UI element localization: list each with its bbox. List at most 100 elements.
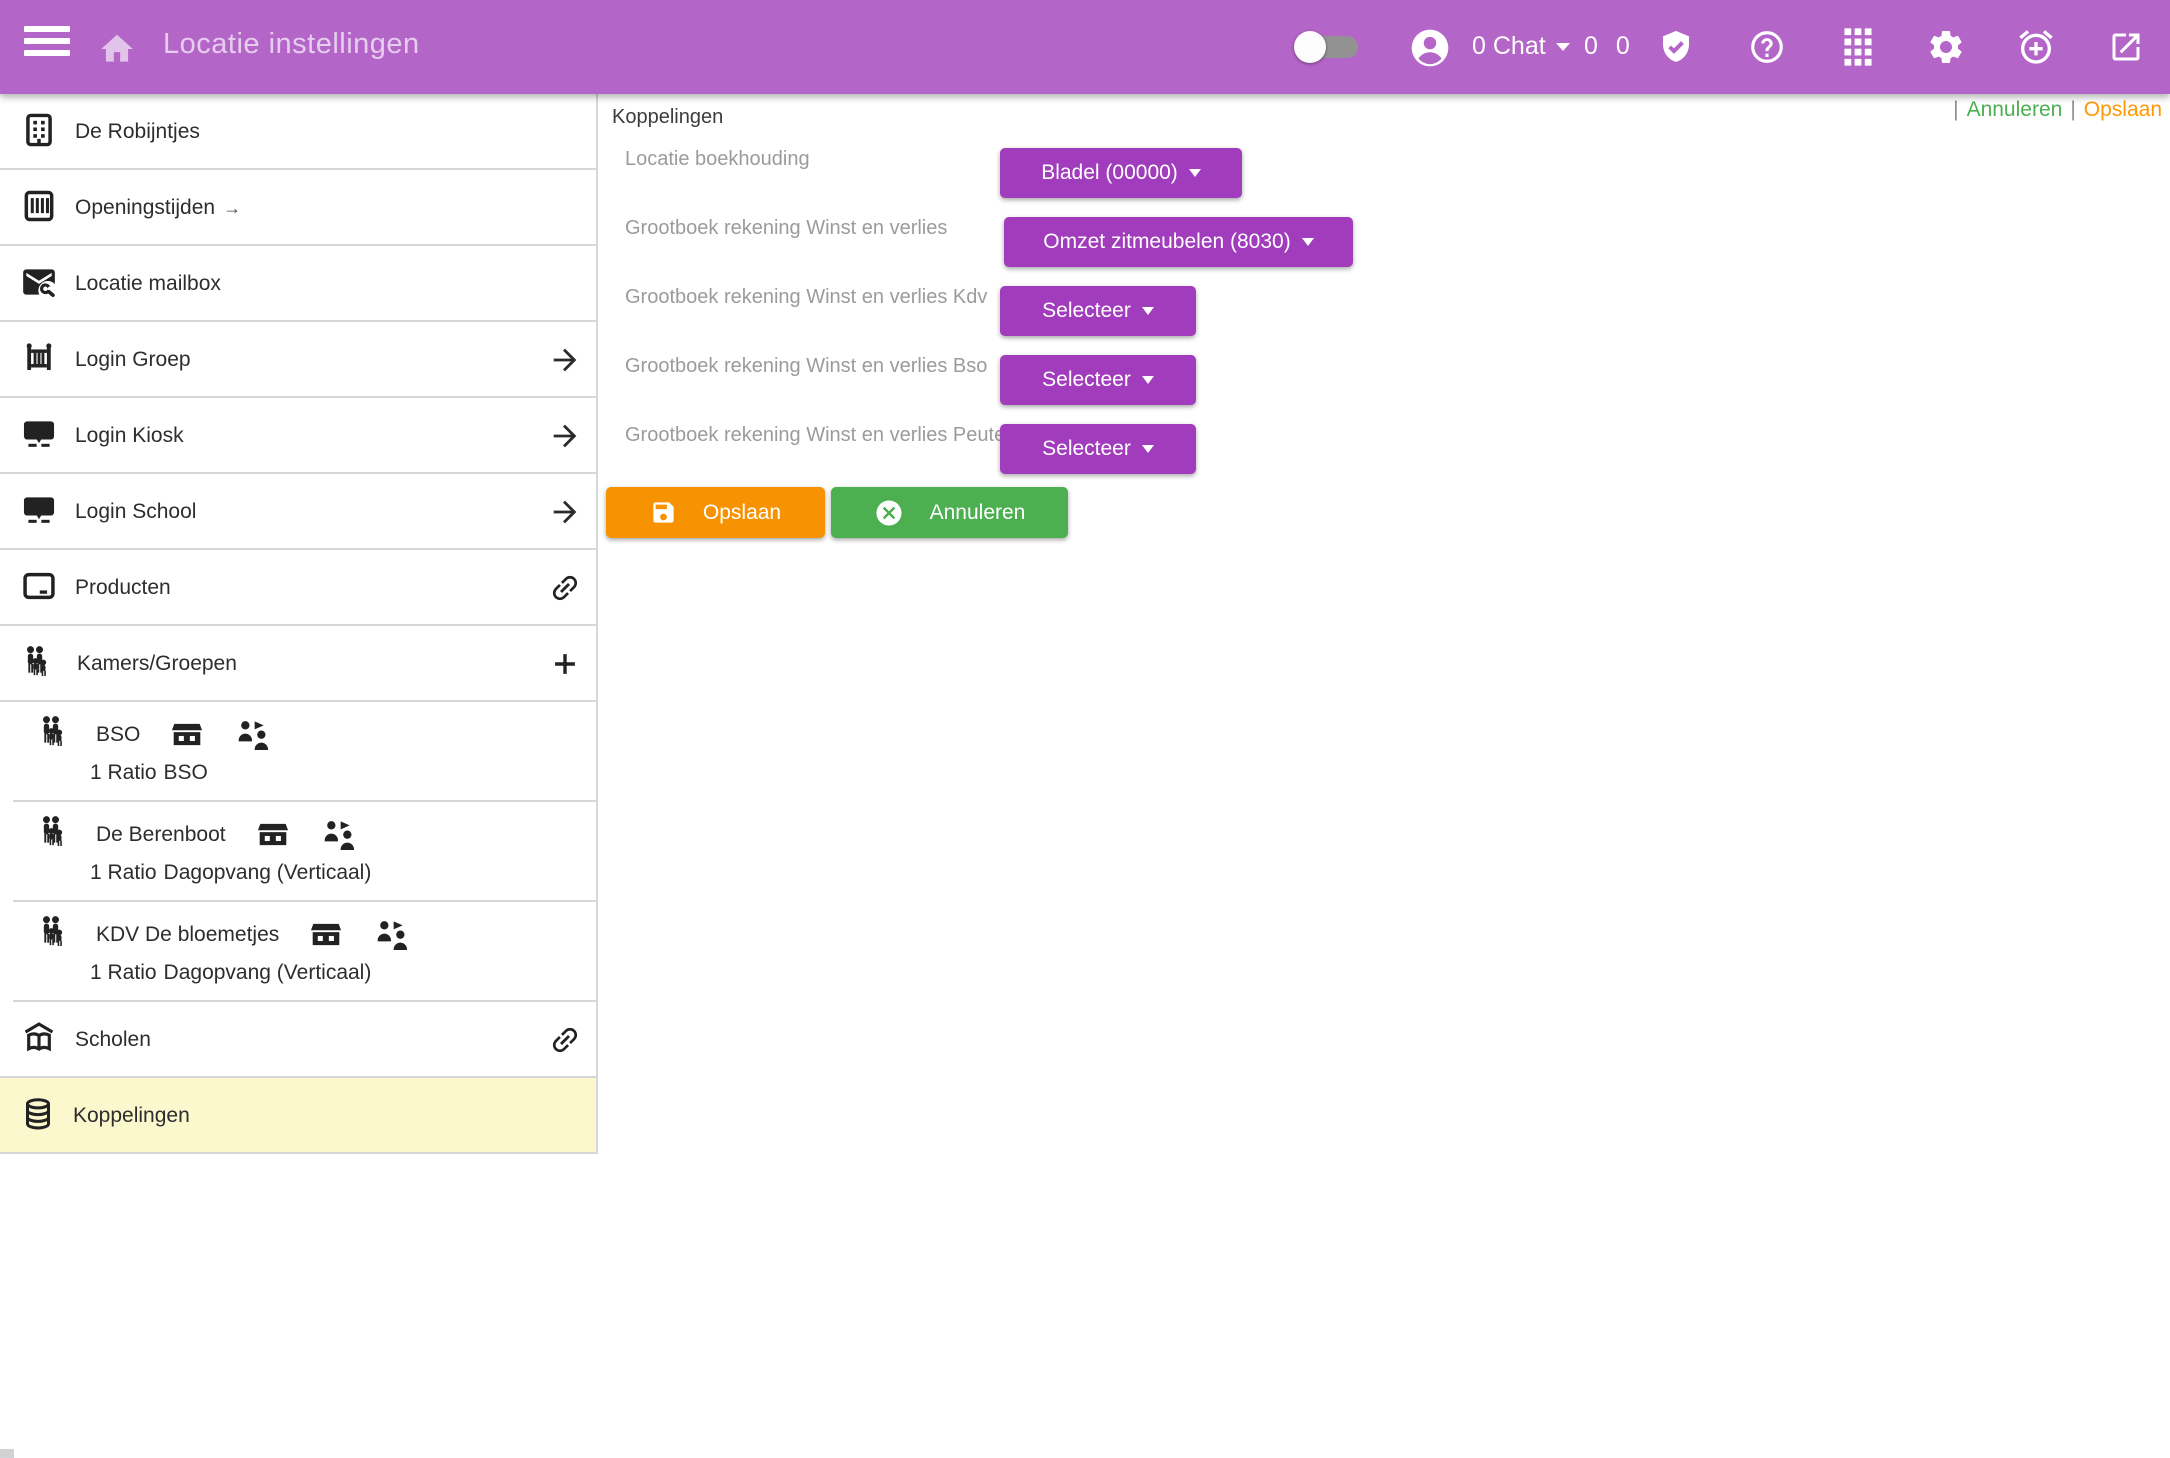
link-icon[interactable] [548, 1023, 582, 1057]
cancel-icon [874, 498, 904, 528]
hamburger-menu-icon[interactable] [24, 26, 70, 68]
cancel-link[interactable]: Annuleren [1966, 98, 2063, 121]
save-link[interactable]: Opslaan [2083, 98, 2162, 121]
sidebar-item-login-groep[interactable]: Login Groep [0, 322, 596, 398]
arrow-right-small-icon: → [223, 197, 242, 218]
chevron-down-icon [1141, 307, 1154, 315]
people-switch-icon[interactable] [373, 915, 413, 955]
section-heading: Koppelingen [612, 106, 724, 128]
dropdown-winst-en-verlies-peuter[interactable]: Selecteer [1000, 424, 1196, 474]
chat-dropdown[interactable]: 0 Chat [1472, 32, 1570, 61]
calendar-icon [20, 187, 58, 230]
shield-check-icon[interactable] [1656, 27, 1696, 67]
notification-counters: 0 0 [1584, 32, 1632, 61]
crib-icon [20, 339, 58, 382]
sidebar-item-kamers-groepen[interactable]: Kamers/Groepen [0, 626, 596, 702]
group-ratio: 1 Ratio Dagopvang (Verticaal) [90, 861, 372, 884]
family-icon [36, 912, 76, 957]
account-icon[interactable] [1408, 26, 1452, 75]
sidebar-item-label: Login Kiosk [75, 424, 184, 447]
chat-count: 0 [1472, 32, 1486, 60]
separator: | [1953, 98, 1959, 121]
group-name: KDV De bloemetjes [96, 922, 280, 946]
corner-artifact [0, 1449, 14, 1458]
desktop-icon [20, 491, 58, 534]
dropdown-locatie-boekhouding[interactable]: Bladel (00000) [1000, 148, 1242, 198]
sidebar-item-label: Login School [75, 500, 197, 523]
group-row-kdv-bloemetjes[interactable]: KDV De bloemetjes 1 Ratio [0, 902, 596, 1002]
group-name: BSO [96, 722, 141, 746]
family-icon [36, 712, 76, 757]
group-name: De Berenboot [96, 822, 226, 846]
counter-right: 0 [1615, 32, 1632, 60]
sidebar-item-label: Login Groep [75, 348, 191, 371]
chevron-down-icon [1555, 42, 1570, 51]
field-label: Grootboek rekening Winst en verlies [625, 217, 948, 239]
alarm-add-icon[interactable] [2016, 27, 2056, 67]
card-icon [20, 567, 58, 610]
field-label: Locatie boekhouding [625, 148, 810, 170]
sidebar-item-label: De Robijntjes [75, 120, 200, 143]
sidebar-item-label: Openingstijden [75, 196, 216, 219]
sidebar-item-label: Koppelingen [73, 1104, 190, 1127]
field-label: Grootboek rekening Winst en verlies Peut… [625, 424, 1012, 446]
chevron-down-icon [1188, 169, 1201, 177]
home-icon[interactable] [98, 30, 136, 73]
app-bar: Locatie instellingen 0 Chat 0 0 [0, 0, 2170, 94]
sidebar-item-label: Locatie mailbox [75, 272, 221, 295]
group-ratio: 1 Ratio Dagopvang (Verticaal) [90, 961, 372, 984]
toggle-switch[interactable] [1294, 31, 1358, 63]
dropdown-winst-en-verlies-kdv[interactable]: Selecteer [1000, 286, 1196, 336]
plus-icon[interactable] [548, 647, 582, 681]
arrow-right-icon[interactable] [548, 343, 582, 377]
apps-grid-icon[interactable] [1838, 27, 1878, 67]
arrow-right-icon[interactable] [548, 495, 582, 529]
sidebar-item-koppelingen[interactable]: Koppelingen [0, 1078, 596, 1154]
gear-icon[interactable] [1926, 27, 1966, 67]
desktop-icon [20, 415, 58, 458]
sidebar-item-label: Producten [75, 576, 171, 599]
sidebar-item-label: Kamers/Groepen [77, 652, 237, 675]
dropdown-winst-en-verlies[interactable]: Omzet zitmeubelen (8030) [1004, 217, 1353, 267]
external-link-icon[interactable] [2106, 27, 2146, 67]
link-icon[interactable] [548, 571, 582, 605]
sidebar-item-producten[interactable]: Producten [0, 550, 596, 626]
family-icon [36, 812, 76, 857]
database-icon [20, 1095, 56, 1138]
counter-left: 0 [1584, 32, 1600, 60]
sidebar-item-location[interactable]: De Robijntjes [0, 94, 596, 170]
actionbar: | Annuleren | Opslaan [1953, 98, 2162, 122]
separator: | [2070, 98, 2076, 121]
chevron-down-icon [1301, 238, 1314, 246]
dropdown-winst-en-verlies-bso[interactable]: Selecteer [1000, 355, 1196, 405]
help-icon[interactable] [1747, 27, 1787, 67]
people-switch-icon[interactable] [320, 815, 360, 855]
group-row-berenboot[interactable]: De Berenboot 1 Ratio Dagop [0, 802, 596, 902]
arrow-right-icon[interactable] [548, 419, 582, 453]
sidebar-item-login-kiosk[interactable]: Login Kiosk [0, 398, 596, 474]
save-button[interactable]: Opslaan [606, 487, 825, 538]
sidebar-item-scholen[interactable]: Scholen [0, 1002, 596, 1078]
chevron-down-icon [1141, 445, 1154, 453]
building-icon [20, 111, 58, 154]
sidebar-item-openingstijden[interactable]: Openingstijden → [0, 170, 596, 246]
storefront-icon[interactable] [254, 816, 292, 854]
chevron-down-icon [1141, 376, 1154, 384]
sidebar-item-login-school[interactable]: Login School [0, 474, 596, 550]
group-ratio: 1 Ratio BSO [90, 761, 208, 784]
group-row-bso[interactable]: BSO 1 Ratio BSO [0, 702, 596, 802]
school-icon [20, 1019, 58, 1062]
page-title: Locatie instellingen [163, 28, 420, 60]
field-label: Grootboek rekening Winst en verlies Bso [625, 355, 988, 377]
chat-label: Chat [1492, 32, 1546, 60]
family-icon [20, 642, 60, 687]
storefront-icon[interactable] [307, 916, 345, 954]
people-switch-icon[interactable] [234, 715, 274, 755]
save-icon [650, 499, 677, 526]
storefront-icon[interactable] [168, 716, 206, 754]
field-label: Grootboek rekening Winst en verlies Kdv [625, 286, 988, 308]
mail-settings-icon [20, 263, 58, 306]
cancel-button[interactable]: Annuleren [831, 487, 1068, 538]
sidebar-item-mailbox[interactable]: Locatie mailbox [0, 246, 596, 322]
sidebar: De Robijntjes Openingstijden → [0, 94, 598, 1154]
